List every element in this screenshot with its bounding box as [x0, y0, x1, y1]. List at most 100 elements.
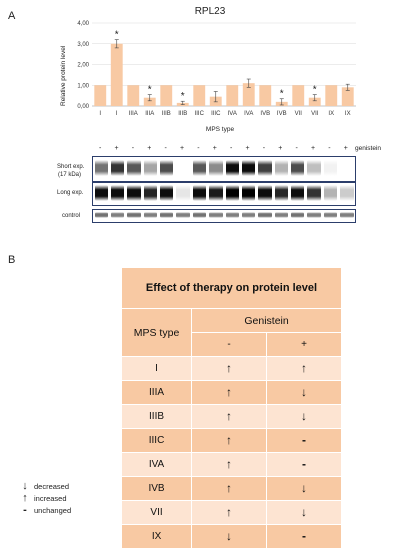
bar: [127, 85, 140, 106]
lane-sign: +: [311, 145, 316, 152]
table-row: IIIB ↑ ↓: [120, 404, 342, 429]
x-tick-label: I: [116, 111, 118, 117]
lane-sign: +: [245, 145, 250, 152]
up-arrow-icon: ↑: [266, 356, 342, 381]
lane-sign: +: [180, 145, 185, 152]
short-exposure-blot: [92, 156, 356, 182]
legend-decreased-label: decreased: [34, 481, 70, 491]
blot-band: [274, 160, 288, 176]
lane-sign: +: [343, 145, 348, 152]
x-tick-label: IIIC: [195, 111, 205, 117]
table-row: IVA ↑ -: [120, 452, 342, 477]
bar: [259, 85, 272, 106]
mps-type-cell: IIIA: [120, 380, 193, 405]
blot-band: [94, 160, 108, 176]
x-tick-label: IIIB: [162, 111, 171, 117]
lane-sign: +: [147, 145, 152, 152]
bar: [94, 85, 107, 106]
x-axis-label: MPS type: [205, 126, 235, 133]
mps-type-header: MPS type: [120, 308, 193, 357]
x-tick-label: IIIC: [211, 111, 221, 117]
mps-type-cell: IX: [120, 524, 193, 549]
blot-band: [209, 185, 223, 201]
blot-band: [225, 160, 239, 176]
blot-band: [323, 212, 338, 218]
panel-b-letter: B: [8, 254, 16, 266]
table-row: IIIA ↑ ↓: [120, 380, 342, 405]
mps-type-cell: IVB: [120, 476, 193, 501]
bar: [193, 85, 206, 106]
y-tick-label: 3,00: [77, 42, 89, 48]
genistein-header: Genistein: [191, 308, 342, 333]
x-tick-label: IVB: [277, 111, 287, 117]
unchanged-arrow-icon: -: [266, 452, 342, 477]
lane-signs-row: - + - + - + - + - + - + - + - +: [92, 145, 354, 155]
down-arrow-icon: ↓: [266, 380, 342, 405]
up-arrow-icon: ↑: [22, 492, 28, 504]
up-arrow-icon: ↑: [191, 428, 268, 453]
genistein-label: genistein: [355, 145, 382, 152]
x-tick-label: I: [99, 111, 101, 117]
x-tick-label: IIIB: [178, 111, 187, 117]
significance-marker: *: [115, 30, 119, 41]
significance-marker: *: [280, 89, 284, 100]
blot-band: [225, 212, 239, 218]
bar: [226, 85, 239, 106]
blot-band: [160, 212, 174, 218]
legend-unchanged-label: unchanged: [34, 505, 72, 515]
blot-band: [160, 185, 174, 201]
up-arrow-icon: ↑: [191, 500, 268, 525]
blot-band: [176, 212, 190, 218]
blot-band: [258, 185, 272, 201]
blot-band: [176, 160, 190, 176]
legend: ↓ decreased ↑ increased - unchanged: [20, 480, 120, 516]
legend-increased: ↑ increased: [20, 492, 120, 504]
down-arrow-icon: ↓: [266, 404, 342, 429]
legend-unchanged: - unchanged: [20, 504, 120, 516]
blot-band: [94, 185, 108, 201]
long-exposure-blot: [92, 182, 356, 206]
blot-band: [307, 212, 321, 218]
short-exp-label: Short exp.: [57, 164, 85, 170]
x-tick-label: IIIA: [129, 111, 138, 117]
blot-band: [291, 185, 305, 201]
blot-band: [192, 212, 207, 218]
lane-sign: -: [328, 145, 331, 152]
up-arrow-icon: ↑: [191, 452, 268, 477]
blot-band: [192, 160, 207, 176]
long-exp-label: Long exp.: [57, 190, 84, 196]
bar: [308, 97, 321, 106]
unchanged-arrow-icon: -: [266, 524, 342, 549]
bar: [242, 83, 255, 106]
blot-band: [241, 185, 256, 201]
blot-band: [176, 185, 190, 201]
blot-band: [307, 160, 321, 176]
blot-band: [323, 185, 338, 201]
mps-type-cell: I: [120, 356, 193, 381]
lane-sign: -: [295, 145, 298, 152]
blot-band: [241, 160, 256, 176]
blot-band: [209, 212, 223, 218]
down-arrow-icon: ↓: [266, 500, 342, 525]
x-tick-label: IX: [345, 111, 351, 117]
mps-type-cell: VII: [120, 500, 193, 525]
chart-title: RPL23: [194, 6, 226, 17]
blot-band: [127, 160, 141, 176]
bar: [292, 85, 305, 106]
dash-icon: -: [23, 504, 27, 516]
lane-sign: -: [197, 145, 200, 152]
legend-increased-label: increased: [34, 493, 67, 503]
x-tick-label: IVB: [260, 111, 270, 117]
lane-sign: -: [99, 145, 102, 152]
short-exp-kda-label: (17 kDa): [58, 172, 82, 178]
therapy-effect-table: Effect of therapy on protein level MPS t…: [120, 267, 342, 549]
up-arrow-icon: ↑: [191, 356, 268, 381]
x-tick-label: VII: [295, 111, 303, 117]
blot-band: [291, 160, 305, 176]
blot-band: [110, 160, 125, 176]
control-blot: [92, 209, 356, 223]
lane-sign: -: [131, 145, 135, 152]
down-arrow-icon: ↓: [266, 476, 342, 501]
y-tick-label: 1,00: [77, 83, 89, 89]
lane-sign: +: [278, 145, 283, 152]
